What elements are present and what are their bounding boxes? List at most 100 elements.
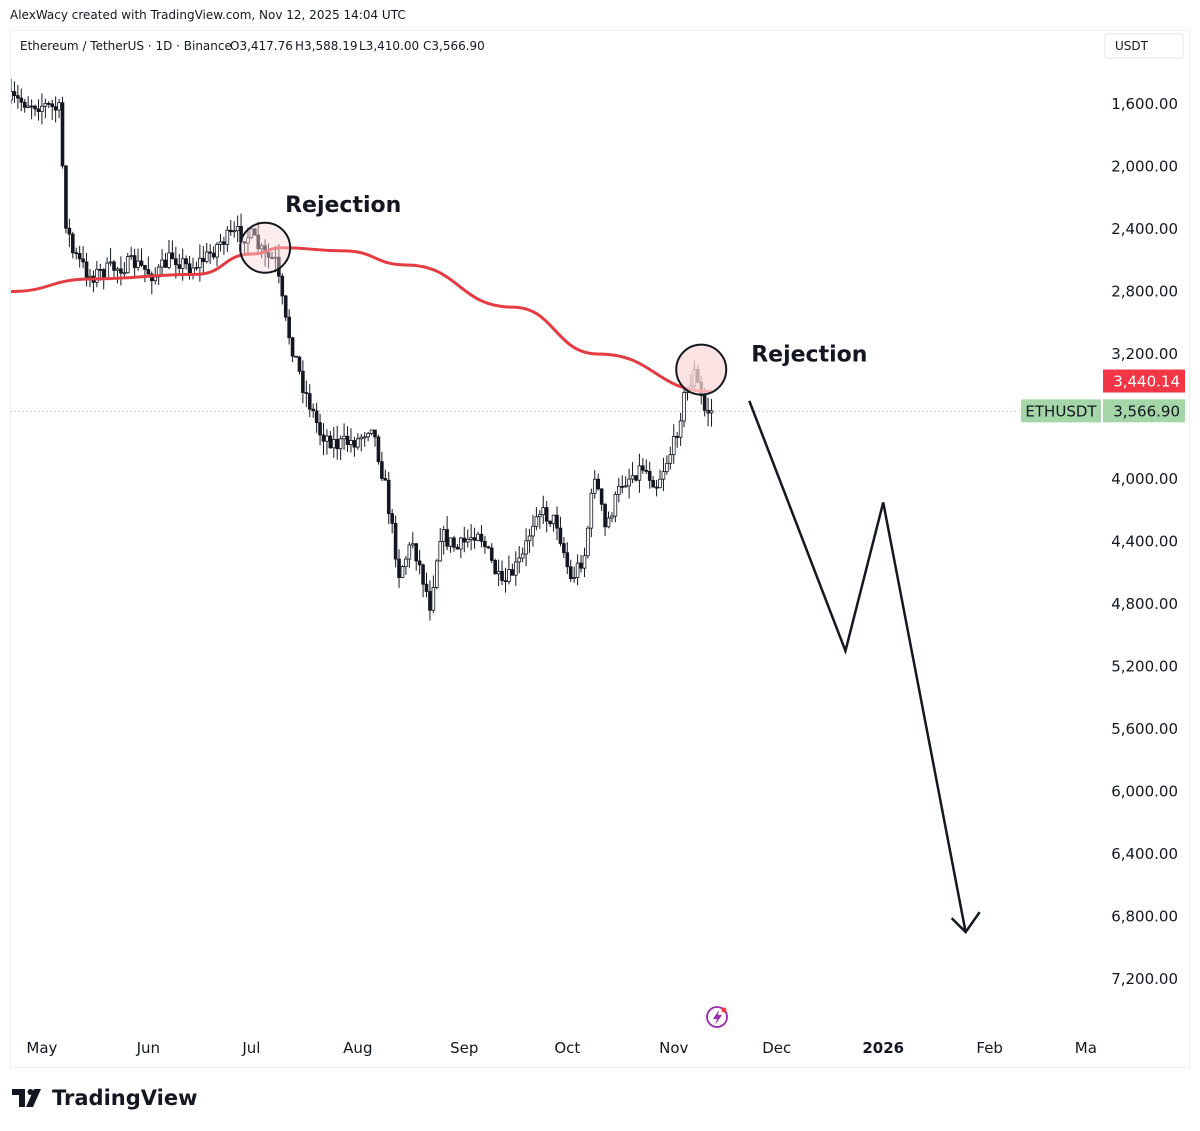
candle[interactable] — [496, 559, 501, 587]
candle[interactable] — [452, 535, 456, 552]
candle[interactable] — [132, 248, 137, 278]
candle[interactable] — [510, 563, 515, 576]
candle[interactable] — [108, 247, 113, 267]
candle[interactable] — [163, 253, 168, 268]
candle[interactable] — [304, 380, 309, 408]
candle[interactable] — [12, 81, 17, 104]
candle[interactable] — [459, 536, 463, 558]
candle[interactable] — [43, 98, 48, 119]
candle[interactable] — [658, 469, 662, 489]
candle[interactable] — [283, 294, 288, 321]
candle[interactable] — [651, 476, 655, 488]
candle[interactable] — [242, 241, 247, 254]
candle[interactable] — [345, 426, 350, 453]
candle[interactable] — [50, 99, 55, 120]
candle[interactable] — [524, 528, 528, 567]
candle[interactable] — [256, 221, 261, 252]
candle[interactable] — [115, 266, 120, 284]
last-price-badge[interactable] — [1103, 399, 1185, 423]
candle[interactable] — [125, 253, 130, 274]
candle[interactable] — [376, 434, 381, 465]
candle[interactable] — [352, 436, 357, 457]
candle[interactable] — [129, 246, 133, 260]
candle[interactable] — [33, 104, 37, 117]
candle[interactable] — [551, 514, 556, 532]
candle[interactable] — [555, 506, 559, 541]
candle[interactable] — [366, 431, 370, 442]
candle[interactable] — [46, 101, 51, 109]
candle[interactable] — [19, 88, 24, 112]
candle[interactable] — [184, 255, 188, 270]
candle[interactable] — [74, 247, 79, 260]
candle[interactable] — [270, 251, 274, 260]
candle[interactable] — [544, 501, 549, 533]
tradingview-logo[interactable]: TradingView — [12, 1086, 197, 1110]
candle[interactable] — [201, 245, 206, 275]
candle[interactable] — [562, 537, 566, 559]
candle[interactable] — [53, 96, 58, 123]
candle[interactable] — [627, 468, 631, 499]
candle[interactable] — [307, 384, 312, 418]
candle[interactable] — [592, 470, 597, 499]
candle[interactable] — [301, 360, 305, 404]
candle[interactable] — [541, 495, 546, 524]
candle[interactable] — [548, 520, 552, 527]
candle[interactable] — [11, 78, 13, 105]
candle[interactable] — [603, 503, 607, 536]
candle[interactable] — [709, 398, 714, 427]
candle[interactable] — [294, 355, 298, 358]
candle[interactable] — [424, 572, 429, 598]
candle[interactable] — [644, 459, 649, 474]
candle[interactable] — [222, 236, 226, 255]
rejection-circle[interactable] — [675, 343, 728, 396]
candle[interactable] — [26, 96, 30, 109]
candle[interactable] — [431, 575, 436, 613]
projection-path[interactable] — [748, 400, 967, 933]
candle[interactable] — [29, 99, 34, 120]
candle[interactable] — [682, 389, 686, 428]
candle[interactable] — [675, 432, 679, 448]
candle[interactable] — [225, 226, 230, 252]
candle[interactable] — [325, 429, 329, 455]
candle[interactable] — [204, 242, 209, 264]
candle[interactable] — [119, 256, 123, 286]
candle[interactable] — [187, 255, 192, 280]
candle[interactable] — [95, 261, 99, 288]
candle[interactable] — [311, 403, 315, 418]
candle[interactable] — [215, 242, 219, 267]
candle[interactable] — [297, 355, 302, 375]
candle[interactable] — [421, 563, 425, 598]
candle[interactable] — [534, 507, 539, 531]
candle[interactable] — [335, 425, 340, 460]
candle[interactable] — [445, 516, 449, 551]
candle[interactable] — [60, 96, 65, 169]
candle[interactable] — [479, 525, 484, 548]
candle[interactable] — [218, 233, 223, 252]
candle[interactable] — [338, 435, 343, 460]
candle[interactable] — [507, 555, 511, 585]
candle[interactable] — [400, 565, 405, 579]
candle[interactable] — [228, 220, 233, 236]
candle[interactable] — [84, 252, 89, 287]
candle[interactable] — [404, 555, 408, 575]
candle[interactable] — [435, 558, 439, 590]
candle[interactable] — [105, 257, 109, 281]
candle[interactable] — [647, 461, 652, 489]
candle[interactable] — [483, 535, 487, 554]
candle[interactable] — [328, 431, 333, 449]
candle[interactable] — [606, 511, 611, 529]
candle[interactable] — [81, 246, 85, 269]
candle[interactable] — [177, 253, 182, 275]
candle[interactable] — [383, 469, 388, 481]
candle[interactable] — [380, 451, 384, 481]
candle[interactable] — [428, 580, 432, 621]
candle[interactable] — [610, 512, 614, 523]
candle[interactable] — [531, 514, 535, 547]
candle[interactable] — [273, 245, 278, 273]
candle[interactable] — [568, 559, 573, 583]
candle[interactable] — [160, 249, 164, 277]
candle[interactable] — [465, 529, 470, 548]
candle[interactable] — [16, 85, 20, 109]
candle[interactable] — [538, 510, 542, 529]
candle[interactable] — [613, 491, 618, 523]
